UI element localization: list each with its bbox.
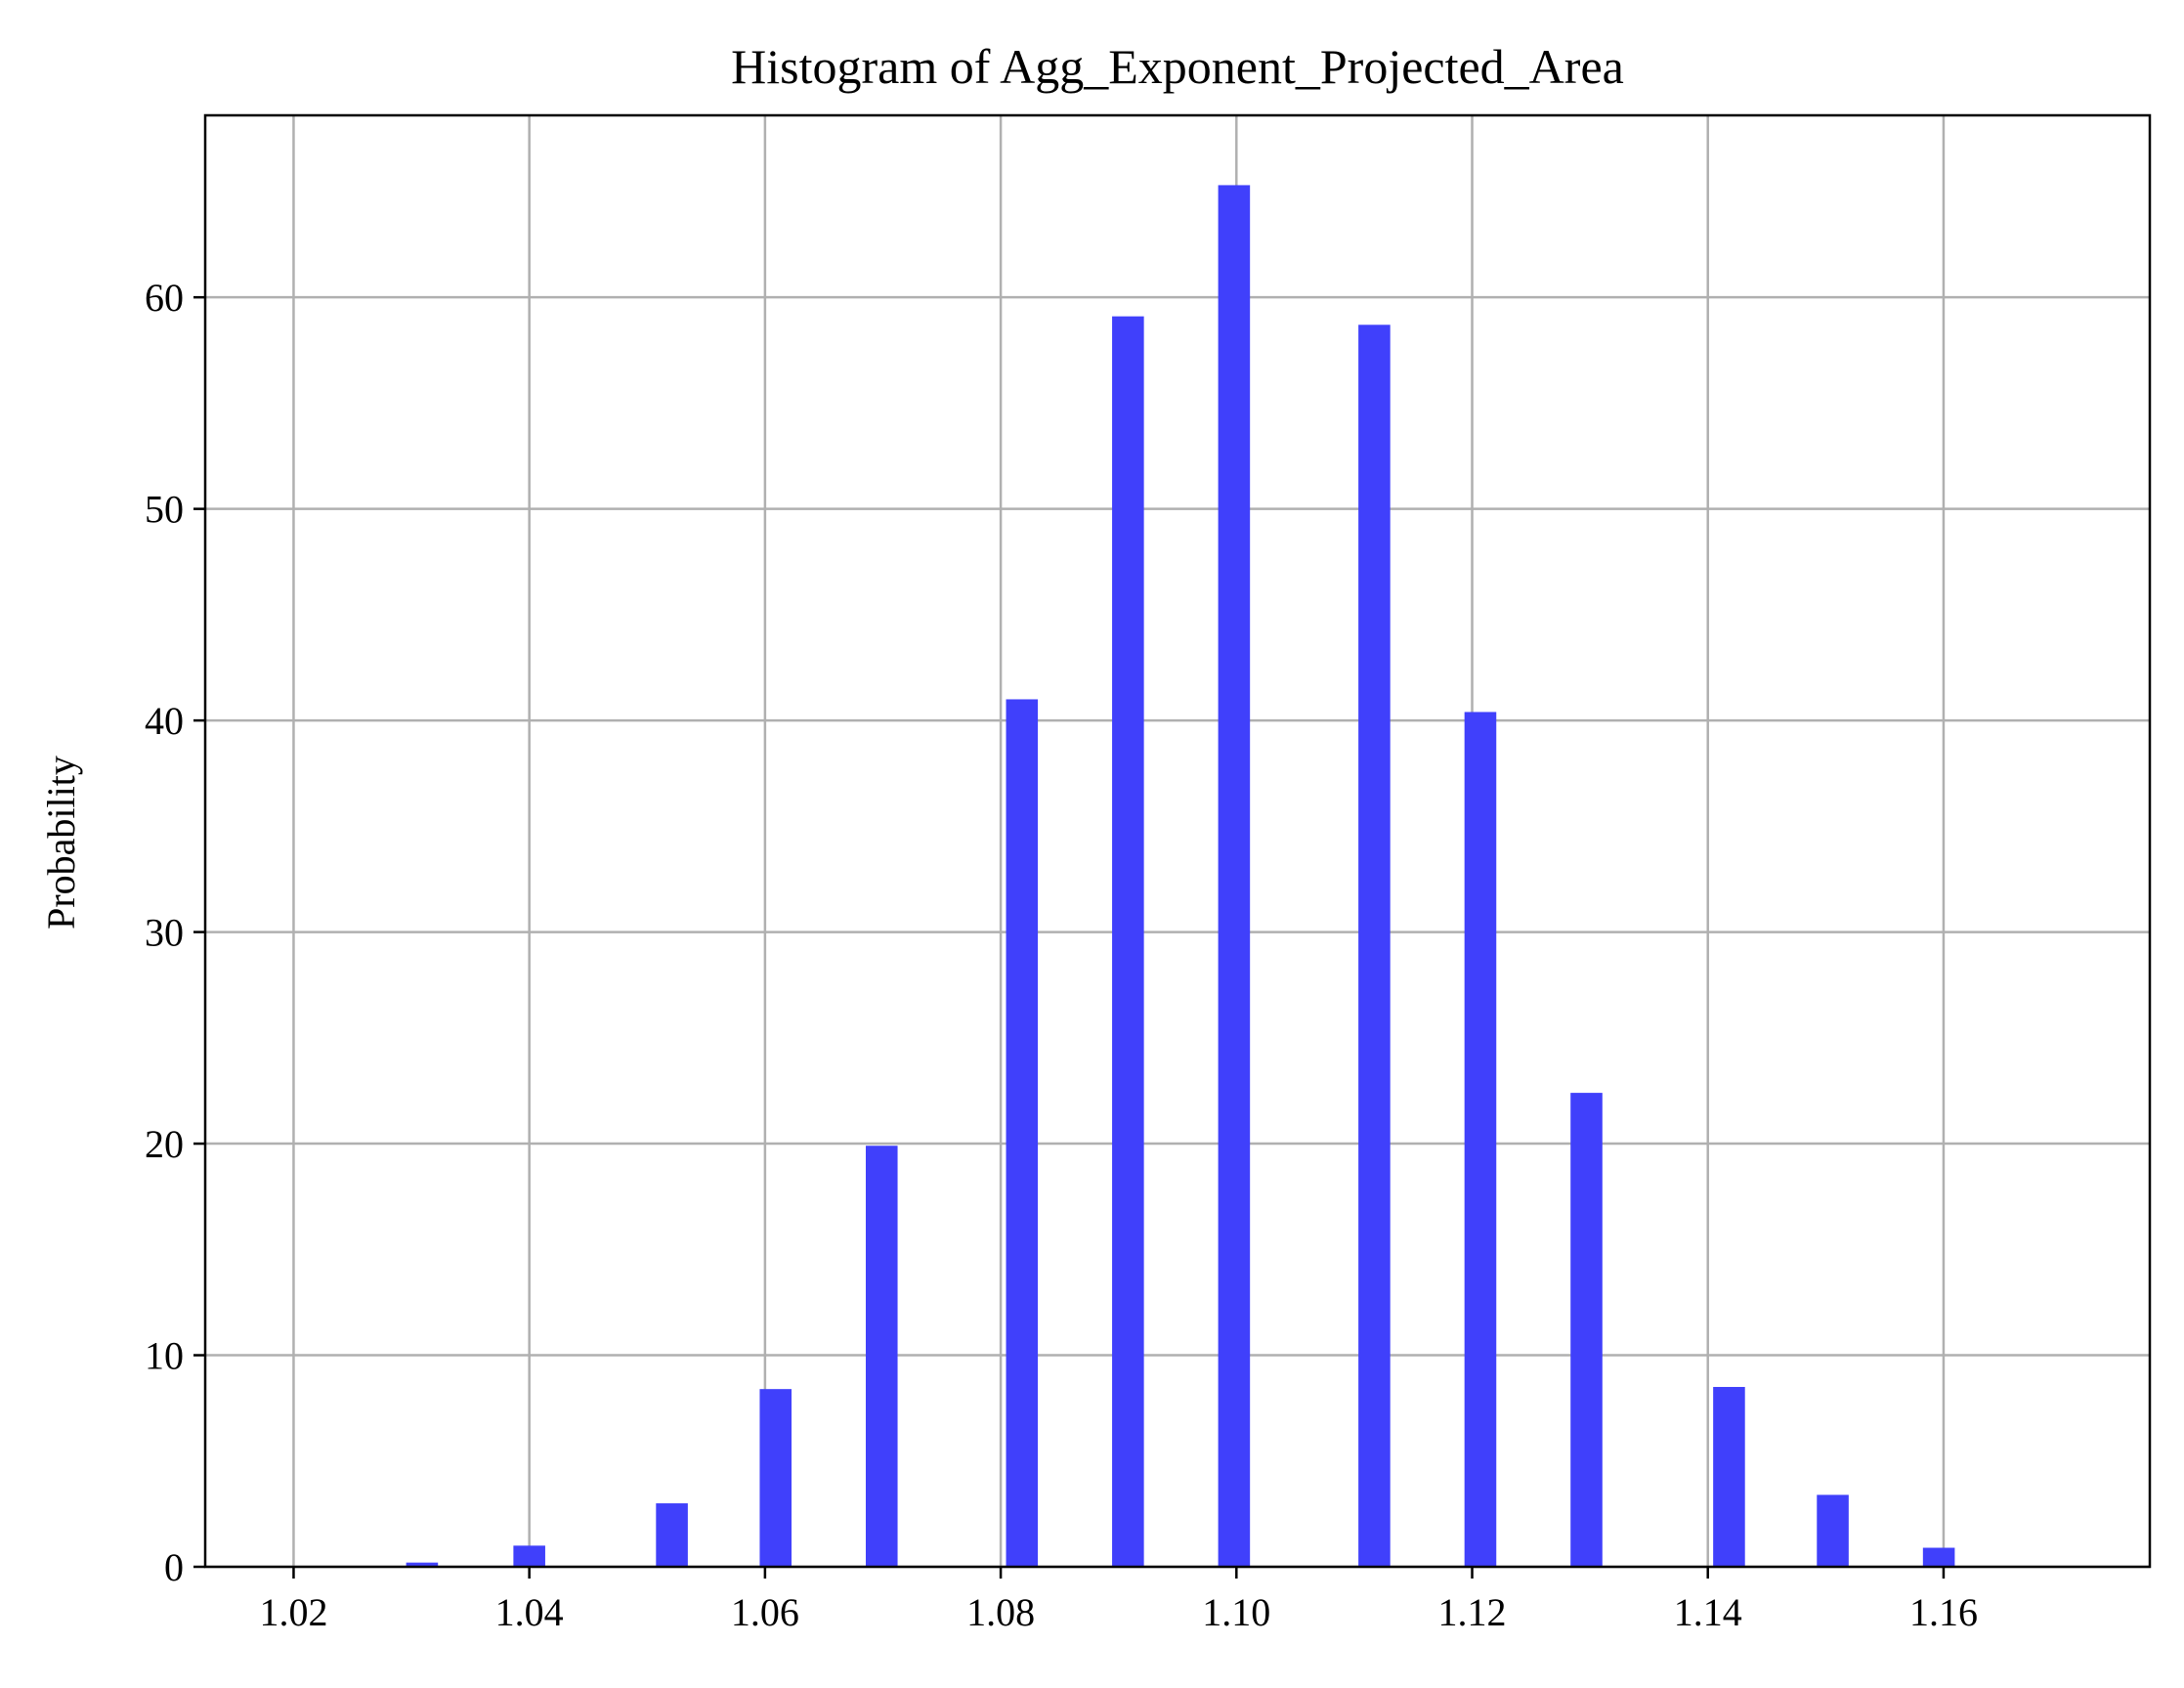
y-tick-label: 40 — [145, 699, 184, 743]
histogram-bar — [1358, 325, 1391, 1567]
x-tick-label: 1.04 — [495, 1590, 564, 1634]
histogram-bar — [1817, 1494, 1849, 1567]
histogram-bar — [1570, 1093, 1603, 1567]
y-tick-label: 50 — [145, 488, 184, 532]
histogram-bar — [1112, 316, 1144, 1567]
histogram-bar — [1464, 712, 1497, 1567]
histogram-bar — [1713, 1386, 1745, 1567]
histogram-bar — [1006, 699, 1039, 1567]
histogram-bar — [759, 1389, 792, 1567]
y-tick-label: 10 — [145, 1334, 184, 1378]
histogram-bar — [656, 1503, 688, 1567]
x-tick-label: 1.12 — [1438, 1590, 1507, 1634]
y-tick-label: 0 — [164, 1545, 184, 1589]
x-tick-label: 1.02 — [259, 1590, 327, 1634]
histogram-bars — [406, 185, 1955, 1567]
x-tick-label: 1.06 — [731, 1590, 799, 1634]
y-axis-label: Probability — [39, 756, 83, 930]
x-tick-label: 1.14 — [1674, 1590, 1742, 1634]
x-tick-label: 1.08 — [966, 1590, 1035, 1634]
plot-frame — [203, 113, 2152, 1569]
y-tick-label: 30 — [145, 911, 184, 955]
histogram-bar — [865, 1146, 898, 1567]
x-tick-label: 1.10 — [1202, 1590, 1270, 1634]
histogram-bar — [1218, 185, 1251, 1567]
chart-title: Histogram of Agg_Exponent_Projected_Area — [731, 39, 1624, 94]
y-tick-label: 20 — [145, 1122, 184, 1166]
x-tick-label: 1.16 — [1909, 1590, 1978, 1634]
histogram-bar — [1922, 1547, 1955, 1567]
y-tick-label: 60 — [145, 276, 184, 320]
histogram-bar — [513, 1545, 545, 1567]
histogram-bar — [406, 1562, 439, 1567]
axis-ticks: 1.02 1.04 1.06 1.08 1.10 1.12 1.14 1.16 0 10 20 30 4… — [145, 276, 1978, 1634]
